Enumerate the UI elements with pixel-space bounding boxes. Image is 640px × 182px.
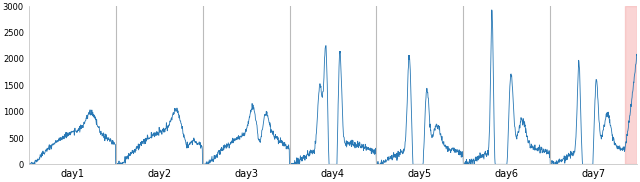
Bar: [625, 6, 637, 164]
